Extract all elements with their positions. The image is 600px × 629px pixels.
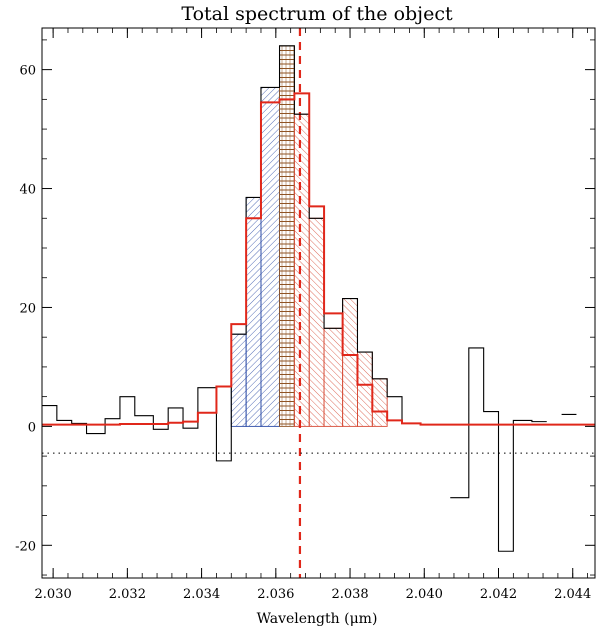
x-tick-labels: 2.030 2.032 2.034 2.036 2.038 2.040 2.042 2.044 [35, 587, 592, 602]
hatched-bin-center [279, 45, 295, 427]
x-tick-label: 2.040 [406, 587, 443, 602]
axes [41, 27, 596, 579]
x-tick-label: 2.042 [480, 587, 517, 602]
x-axis-title: Wavelength (μm) [257, 611, 378, 627]
hatched-bins [230, 45, 388, 427]
y-tick-label: 60 [19, 64, 36, 79]
hatched-bin-blue [245, 197, 262, 427]
x-tick-label: 2.044 [554, 587, 591, 602]
x-tick-label: 2.030 [35, 587, 72, 602]
hatched-bin-blue [230, 333, 247, 427]
data-series [42, 45, 595, 552]
hatched-bin-red [293, 113, 310, 427]
x-tick-label: 2.034 [183, 587, 220, 602]
x-tick-label: 2.038 [331, 587, 368, 602]
reference-lines [42, 28, 595, 578]
hatched-bin-red [308, 217, 325, 427]
hatched-bin-red [357, 351, 373, 427]
plot-frame [41, 27, 596, 579]
y-tick-label: 20 [19, 301, 36, 316]
y-tick-labels: -20 0 20 40 60 [15, 64, 36, 555]
x-tick-label: 2.036 [257, 587, 294, 602]
hatched-bin-red [323, 327, 344, 427]
y-tick-label: 40 [19, 183, 36, 198]
hatched-bin-red [342, 298, 358, 427]
y-tick-label: -20 [15, 539, 36, 554]
model-fit-series [42, 92, 595, 426]
observed-spectrum-series [42, 45, 577, 552]
x-tick-label: 2.032 [109, 587, 146, 602]
hatched-bin-red [371, 378, 388, 427]
y-tick-label: 0 [28, 420, 36, 435]
hatched-bin-blue [260, 87, 280, 427]
chart-title: Total spectrum of the object [181, 3, 453, 25]
